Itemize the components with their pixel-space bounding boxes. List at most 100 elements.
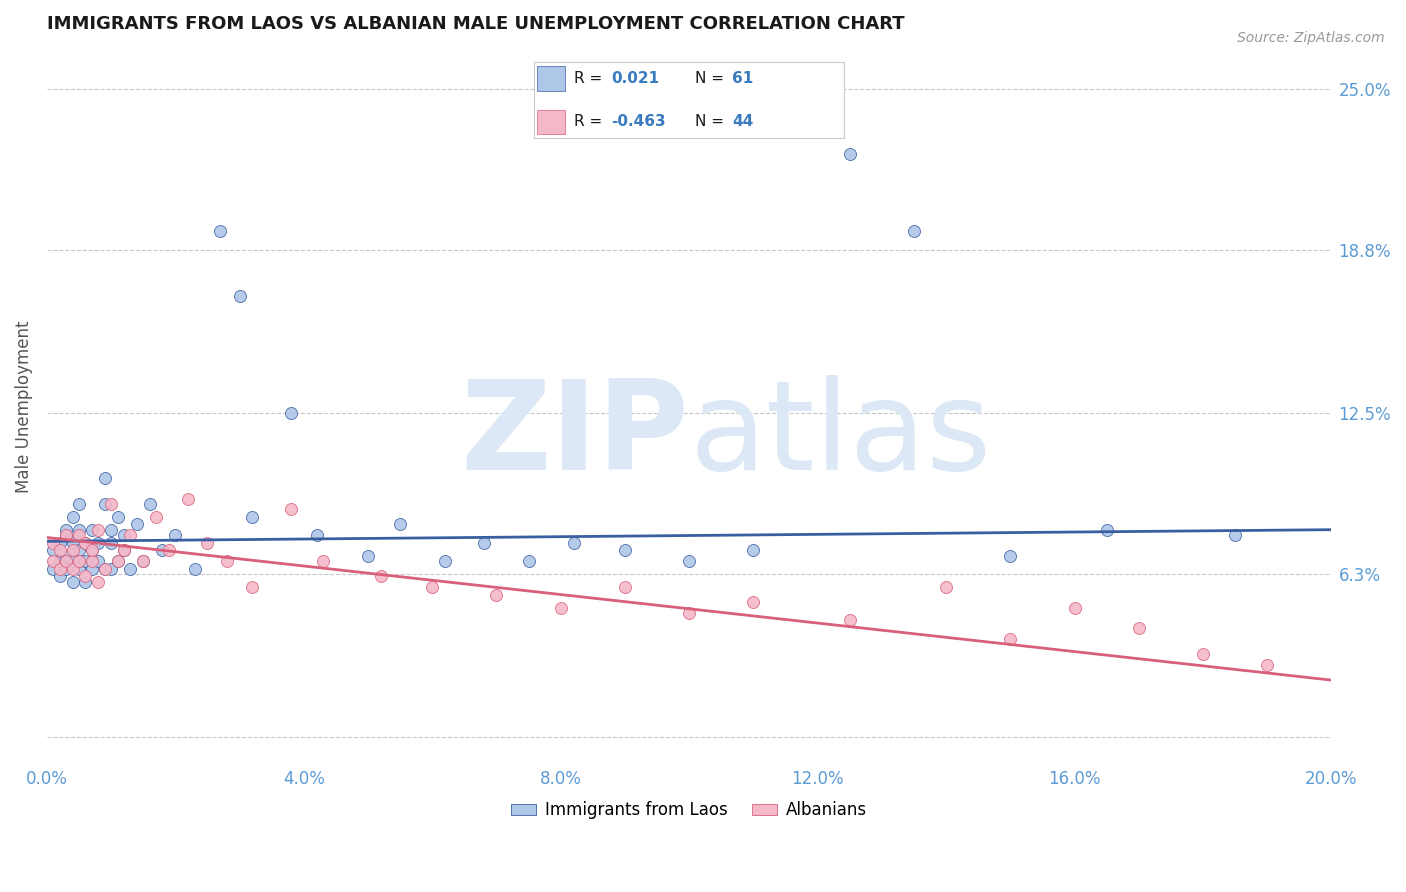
Point — [280, 502, 302, 516]
Point — [434, 554, 457, 568]
Point — [742, 543, 765, 558]
Point — [125, 517, 148, 532]
Point — [100, 535, 122, 549]
Point — [228, 289, 250, 303]
Point — [48, 569, 70, 583]
Point — [75, 569, 97, 583]
Point — [100, 561, 122, 575]
Point — [517, 554, 540, 568]
Point — [48, 561, 70, 575]
Point — [75, 535, 97, 549]
Point — [312, 554, 335, 568]
Point — [112, 528, 135, 542]
Point — [80, 554, 103, 568]
Point — [357, 549, 380, 563]
Point — [80, 523, 103, 537]
Point — [87, 574, 110, 589]
Text: 44: 44 — [733, 114, 754, 129]
Point — [67, 561, 90, 575]
Point — [472, 535, 495, 549]
Point — [100, 523, 122, 537]
Point — [242, 580, 264, 594]
Point — [1256, 657, 1278, 672]
Point — [55, 528, 77, 542]
Point — [55, 523, 77, 537]
Point — [87, 535, 110, 549]
Text: R =: R = — [575, 114, 603, 129]
Point — [562, 535, 585, 549]
Point — [62, 543, 84, 558]
Point — [80, 543, 103, 558]
Point — [62, 561, 84, 575]
Point — [1128, 621, 1150, 635]
Point — [1000, 549, 1022, 563]
Point — [87, 554, 110, 568]
Text: N =: N = — [695, 71, 724, 87]
Point — [55, 554, 77, 568]
Point — [67, 497, 90, 511]
Point — [177, 491, 200, 506]
Point — [48, 554, 70, 568]
Point — [87, 523, 110, 537]
Point — [420, 580, 443, 594]
Point — [42, 535, 65, 549]
Legend: Immigrants from Laos, Albanians: Immigrants from Laos, Albanians — [505, 795, 873, 826]
Point — [62, 574, 84, 589]
Point — [112, 543, 135, 558]
Point — [485, 588, 508, 602]
Point — [42, 554, 65, 568]
Text: atlas: atlas — [689, 375, 991, 496]
Point — [132, 554, 155, 568]
Text: 61: 61 — [733, 71, 754, 87]
Point — [42, 561, 65, 575]
Point — [67, 554, 90, 568]
Text: IMMIGRANTS FROM LAOS VS ALBANIAN MALE UNEMPLOYMENT CORRELATION CHART: IMMIGRANTS FROM LAOS VS ALBANIAN MALE UN… — [46, 15, 904, 33]
Point — [93, 561, 115, 575]
Point — [157, 543, 180, 558]
Point — [93, 561, 115, 575]
Text: -0.463: -0.463 — [612, 114, 666, 129]
Point — [62, 554, 84, 568]
Point — [107, 554, 129, 568]
Point — [67, 528, 90, 542]
Point — [75, 574, 97, 589]
Point — [242, 509, 264, 524]
Point — [42, 543, 65, 558]
Point — [120, 561, 142, 575]
Point — [838, 146, 860, 161]
Point — [613, 543, 636, 558]
Point — [678, 606, 700, 620]
Point — [55, 561, 77, 575]
Text: N =: N = — [695, 114, 724, 129]
Point — [742, 595, 765, 609]
Point — [138, 497, 160, 511]
Point — [1095, 523, 1118, 537]
Point — [1063, 600, 1085, 615]
Point — [209, 224, 232, 238]
Point — [107, 554, 129, 568]
Point — [93, 497, 115, 511]
Point — [1192, 647, 1215, 661]
Point — [48, 535, 70, 549]
Y-axis label: Male Unemployment: Male Unemployment — [15, 320, 32, 492]
Point — [903, 224, 925, 238]
Point — [93, 471, 115, 485]
Text: ZIP: ZIP — [460, 375, 689, 496]
Bar — [537, 66, 565, 91]
Point — [132, 554, 155, 568]
Point — [165, 528, 187, 542]
Point — [62, 535, 84, 549]
Point — [80, 543, 103, 558]
Point — [838, 614, 860, 628]
Point — [550, 600, 572, 615]
Point — [280, 406, 302, 420]
Point — [183, 561, 205, 575]
Point — [1223, 528, 1246, 542]
Point — [389, 517, 412, 532]
Point — [370, 569, 392, 583]
Point — [112, 543, 135, 558]
Point — [107, 509, 129, 524]
Text: 0.021: 0.021 — [612, 71, 659, 87]
Point — [67, 543, 90, 558]
Text: Source: ZipAtlas.com: Source: ZipAtlas.com — [1237, 31, 1385, 45]
